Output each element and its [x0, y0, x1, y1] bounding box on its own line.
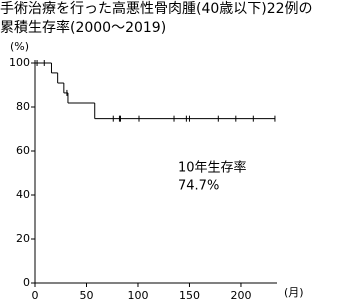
x-axis-label: (月): [284, 286, 304, 299]
x-tick-label: 150: [179, 289, 200, 302]
y-tick-label: 20: [16, 232, 30, 245]
y-tick-label: 0: [23, 276, 30, 289]
x-tick-label: 100: [127, 289, 148, 302]
x-tick-label: 0: [32, 289, 39, 302]
x-tick-label: 200: [230, 289, 251, 302]
y-tick-label: 100: [9, 56, 30, 69]
chart-title: 手術治療を行った高悪性骨肉腫(40歳以下)22例の: [0, 0, 313, 17]
annotation: 10年生存率: [178, 160, 247, 176]
y-axis-label: (%): [10, 40, 29, 53]
y-tick-label: 60: [16, 144, 30, 157]
x-tick-label: 50: [79, 289, 93, 302]
y-tick-label: 80: [16, 100, 30, 113]
y-tick-label: 40: [16, 188, 30, 201]
annotation: 74.7%: [178, 179, 219, 194]
chart-title: 累積生存率(2000～2019): [0, 19, 166, 36]
